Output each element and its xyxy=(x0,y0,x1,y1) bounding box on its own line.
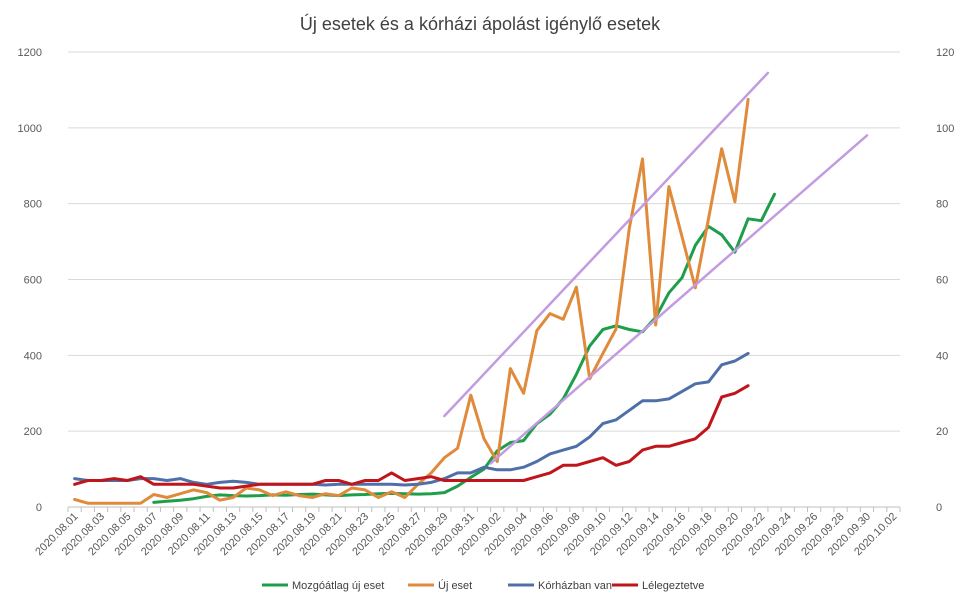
legend-label: Kórházban van xyxy=(538,580,612,592)
y-left-tick-label: 1000 xyxy=(18,123,42,135)
y-left-tick-label: 800 xyxy=(24,199,42,211)
series-layer xyxy=(73,71,869,505)
series-line xyxy=(73,351,750,487)
y-left-tick-label: 600 xyxy=(24,275,42,287)
series-line xyxy=(152,192,776,504)
legend-label: Lélegeztetve xyxy=(642,580,704,592)
y-right-tick-label: 20 xyxy=(936,426,948,438)
chart-title: Új esetek és a kórházi ápolást igénylő e… xyxy=(299,14,661,34)
y-right-tick-label: 80 xyxy=(936,199,948,211)
trendline xyxy=(443,71,770,418)
y-right-tick-label: 100 xyxy=(936,123,954,135)
y-right-tick-label: 120 xyxy=(936,47,954,59)
y-right-tick-label: 60 xyxy=(936,275,948,287)
legend-label: Mozgóátlag új eset xyxy=(292,580,384,592)
y-right-tick-label: 0 xyxy=(936,502,942,514)
trendline xyxy=(489,134,869,465)
series-line xyxy=(73,97,750,505)
y-left-tick-label: 200 xyxy=(24,426,42,438)
y-left-tick-label: 1200 xyxy=(18,47,42,59)
legend-layer: Mozgóátlag új eset Új eset Kórházban van Lé… xyxy=(262,579,704,592)
legend-label: Új eset xyxy=(438,579,472,592)
y-right-tick-label: 40 xyxy=(936,350,948,362)
y-left-tick-label: 400 xyxy=(24,350,42,362)
y-left-tick-label: 0 xyxy=(36,502,42,514)
series-line xyxy=(73,384,750,490)
